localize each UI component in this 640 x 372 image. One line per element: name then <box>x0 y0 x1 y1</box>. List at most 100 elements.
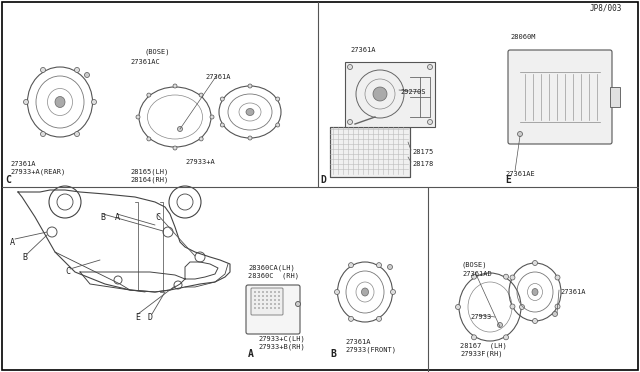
Circle shape <box>92 99 97 105</box>
Text: 28175: 28175 <box>412 149 433 155</box>
Circle shape <box>270 299 272 301</box>
Text: 27933+A(REAR): 27933+A(REAR) <box>10 169 65 175</box>
Text: 27361AC: 27361AC <box>130 59 160 65</box>
Circle shape <box>428 119 433 125</box>
Circle shape <box>270 303 272 305</box>
Circle shape <box>254 295 256 297</box>
Circle shape <box>136 115 140 119</box>
Text: 28178: 28178 <box>412 161 433 167</box>
Text: C: C <box>65 267 70 276</box>
Text: 27361A: 27361A <box>350 47 376 53</box>
Text: 28165(LH): 28165(LH) <box>130 169 168 175</box>
Circle shape <box>276 123 280 127</box>
Text: 28060M: 28060M <box>510 34 536 40</box>
Ellipse shape <box>246 109 254 115</box>
Ellipse shape <box>362 288 369 296</box>
Circle shape <box>335 289 339 295</box>
Circle shape <box>278 303 280 305</box>
Circle shape <box>177 126 182 131</box>
Text: C: C <box>5 175 11 185</box>
Text: 27933: 27933 <box>470 314 492 320</box>
FancyBboxPatch shape <box>508 50 612 144</box>
Circle shape <box>278 291 280 293</box>
Circle shape <box>552 311 557 317</box>
Circle shape <box>472 274 477 279</box>
Circle shape <box>266 291 268 293</box>
Circle shape <box>74 132 79 137</box>
Circle shape <box>428 64 433 70</box>
Circle shape <box>274 295 276 297</box>
Circle shape <box>266 303 268 305</box>
Circle shape <box>504 274 509 279</box>
Circle shape <box>274 291 276 293</box>
Circle shape <box>173 84 177 88</box>
Bar <box>610 87 620 107</box>
Text: B: B <box>330 349 336 359</box>
Text: E: E <box>505 175 511 185</box>
Circle shape <box>262 291 264 293</box>
Circle shape <box>390 289 396 295</box>
Bar <box>330 127 410 177</box>
Text: A: A <box>115 212 120 221</box>
Text: B: B <box>100 212 105 221</box>
Circle shape <box>456 305 461 310</box>
Circle shape <box>40 67 45 73</box>
Circle shape <box>296 301 301 307</box>
Circle shape <box>258 299 260 301</box>
Circle shape <box>210 115 214 119</box>
Circle shape <box>262 303 264 305</box>
Circle shape <box>248 84 252 88</box>
Circle shape <box>84 73 90 77</box>
Text: D: D <box>320 175 326 185</box>
Circle shape <box>348 64 353 70</box>
Text: E: E <box>135 312 140 321</box>
Text: A: A <box>248 349 254 359</box>
Circle shape <box>376 316 381 321</box>
Bar <box>345 62 435 127</box>
Text: B: B <box>22 253 27 262</box>
Circle shape <box>504 335 509 340</box>
Circle shape <box>278 299 280 301</box>
Circle shape <box>270 291 272 293</box>
Text: 27361A: 27361A <box>10 161 35 167</box>
Circle shape <box>258 291 260 293</box>
Text: 27361A: 27361A <box>560 289 586 295</box>
Text: 27933F(RH): 27933F(RH) <box>460 351 502 357</box>
Text: 27933+A: 27933+A <box>185 159 215 165</box>
Text: 29270S: 29270S <box>400 89 426 95</box>
Text: JP8/003: JP8/003 <box>590 3 622 13</box>
Circle shape <box>258 295 260 297</box>
Text: 28167  (LH): 28167 (LH) <box>460 343 507 349</box>
Circle shape <box>220 123 224 127</box>
Ellipse shape <box>55 96 65 108</box>
Circle shape <box>532 260 538 266</box>
Circle shape <box>248 136 252 140</box>
Circle shape <box>274 303 276 305</box>
Circle shape <box>199 93 203 97</box>
Circle shape <box>147 93 151 97</box>
Circle shape <box>262 307 264 309</box>
Text: 27933+C(LH): 27933+C(LH) <box>258 336 305 342</box>
Text: 27933+B(RH): 27933+B(RH) <box>258 344 305 350</box>
Text: 28164(RH): 28164(RH) <box>130 177 168 183</box>
Circle shape <box>349 263 353 267</box>
Circle shape <box>147 137 151 141</box>
Circle shape <box>258 307 260 309</box>
Circle shape <box>270 295 272 297</box>
Circle shape <box>349 316 353 321</box>
Text: 28360CA(LH): 28360CA(LH) <box>248 265 295 271</box>
Circle shape <box>472 335 477 340</box>
Circle shape <box>254 307 256 309</box>
Circle shape <box>254 291 256 293</box>
Circle shape <box>276 97 280 101</box>
Circle shape <box>387 264 392 269</box>
Text: 27361A: 27361A <box>205 74 230 80</box>
Circle shape <box>274 299 276 301</box>
Text: C: C <box>155 212 160 221</box>
Circle shape <box>74 67 79 73</box>
Circle shape <box>510 304 515 309</box>
FancyBboxPatch shape <box>246 285 300 334</box>
Circle shape <box>555 275 560 280</box>
Circle shape <box>262 299 264 301</box>
Circle shape <box>520 305 525 310</box>
